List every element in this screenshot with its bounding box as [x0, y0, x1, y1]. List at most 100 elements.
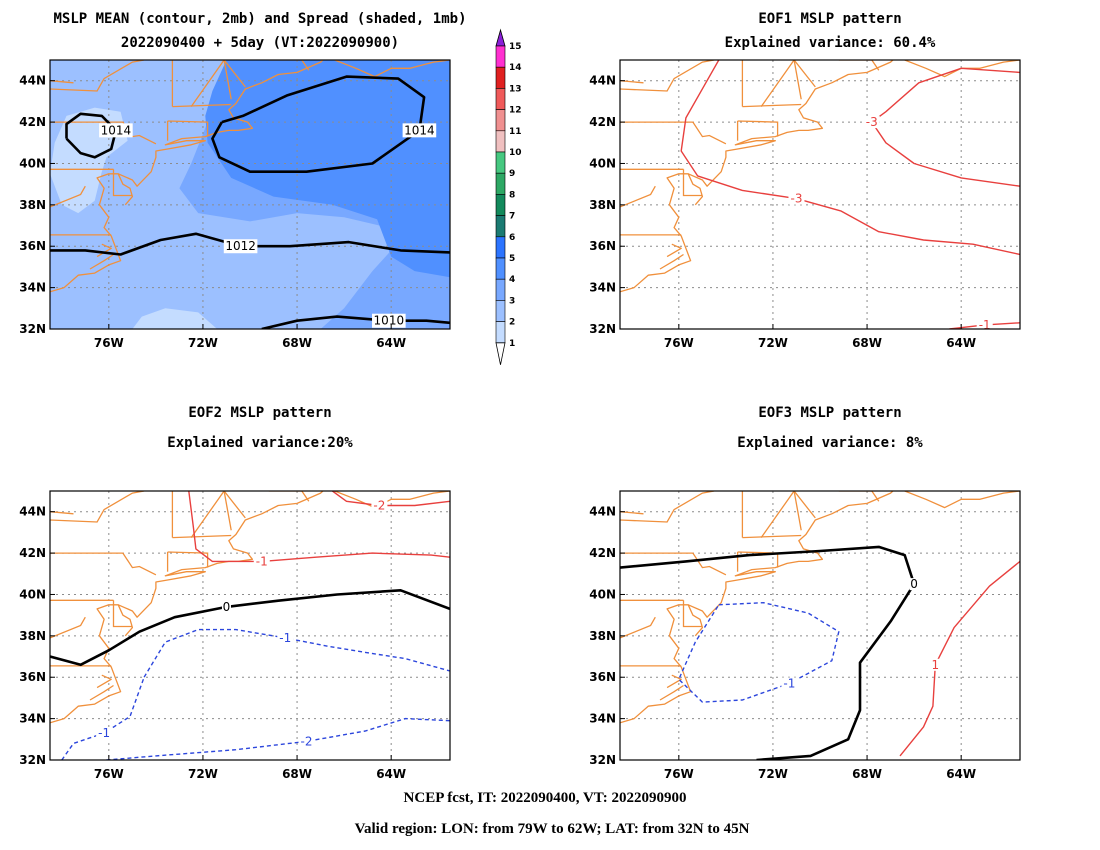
colorbar-segment: [495, 215, 506, 238]
x-tick-label: 76W: [664, 336, 694, 350]
colorbar-label: 8: [509, 190, 515, 200]
x-tick-label: 64W: [946, 336, 976, 350]
colorbar-segment: [495, 45, 506, 68]
y-tick-label: 34N: [589, 281, 616, 295]
state-border: [50, 552, 157, 576]
x-tick-label: 64W: [376, 336, 406, 350]
state-border: [223, 491, 246, 519]
x-tick-label: 72W: [758, 767, 788, 781]
state-border: [112, 600, 133, 628]
coastline: [620, 604, 704, 724]
y-tick-label: 38N: [19, 629, 46, 643]
state-border: [112, 169, 133, 197]
state-border: [223, 60, 246, 88]
contour-label: 1: [931, 658, 939, 672]
colorbar-label: 2: [509, 318, 515, 328]
state-border: [268, 491, 310, 502]
footer-forecast-info: NCEP fcst, IT: 2022090400, VT: 202209090…: [404, 790, 687, 806]
state-border: [682, 600, 703, 628]
coastline: [620, 173, 704, 293]
y-tick-label: 40N: [589, 587, 616, 601]
state-border: [620, 491, 715, 523]
y-tick-label: 34N: [19, 281, 46, 295]
coastline: [687, 60, 894, 187]
plot-background: [620, 60, 1020, 329]
coastline: [89, 684, 114, 701]
state-border: [190, 60, 225, 107]
y-tick-label: 40N: [589, 156, 616, 170]
colorbar-label: 9: [509, 169, 515, 179]
y-tick-label: 32N: [19, 322, 46, 336]
x-tick-label: 64W: [376, 767, 406, 781]
contour-label: 0: [910, 577, 918, 591]
state-border: [793, 60, 802, 100]
contour-label-bg: [372, 313, 406, 328]
x-tick-label: 72W: [188, 336, 218, 350]
state-border: [742, 103, 802, 108]
state-border: [737, 120, 779, 137]
plot-area: -3 -3 -1: [620, 60, 1020, 332]
contour-line: [50, 589, 450, 667]
colorbar-segment: [495, 88, 506, 110]
contour-label-bg: [96, 727, 113, 740]
contour-label-bg: [781, 677, 798, 690]
eof1-map: -3 -3 -1 76W 72W 68W 64W 32N 34N 36N 38N 40N 42N 44N: [589, 59, 1021, 350]
y-tick-label: 40N: [19, 587, 46, 601]
state-border: [172, 534, 232, 539]
state-border: [223, 491, 232, 531]
state-border: [190, 491, 225, 538]
coastline: [666, 674, 682, 689]
y-tick-label: 44N: [19, 74, 46, 88]
coastline: [50, 173, 134, 293]
spread-shading-2: [50, 60, 392, 329]
contour-label-bg: [99, 123, 133, 138]
plot-area: -2 -1 0 -1 -1 -2: [50, 491, 450, 760]
contour-label-bg: [371, 499, 388, 512]
contour-label: -2: [300, 734, 312, 748]
x-tick-label: 76W: [664, 767, 694, 781]
colorbar-extend-bottom: [495, 342, 506, 365]
eof3-map: 0 1 -1 76W 72W 68W 64W 32N 34N 36N 38N 40N 42N 44N: [589, 490, 1021, 781]
coastline: [659, 684, 684, 701]
state-border: [742, 534, 802, 539]
x-tick-label: 72W: [758, 336, 788, 350]
y-tick-label: 40N: [19, 156, 46, 170]
contour-line: [680, 60, 1020, 256]
state-border: [793, 60, 816, 88]
plot-background: [620, 491, 1020, 760]
colorbar-label: 14: [509, 63, 522, 73]
contour-label: -1: [783, 676, 795, 690]
plot-frame: [619, 59, 1021, 330]
y-tick-label: 42N: [589, 115, 616, 129]
plot-frame: [49, 59, 451, 330]
colorbar-label: 11: [509, 127, 522, 137]
contour-label: -1: [979, 318, 991, 332]
state-border: [620, 616, 656, 639]
colorbar-label: 6: [509, 233, 515, 243]
y-tick-label: 32N: [589, 322, 616, 336]
contour-label: 0: [223, 600, 231, 614]
coastline: [50, 604, 134, 724]
y-tick-label: 36N: [589, 239, 616, 253]
colorbar-label: 1: [509, 339, 515, 349]
spread-colorbar: 15 14 13 12 11 10 9 8 7 6 5 4 3 2 1: [495, 28, 522, 365]
plot-frame: [619, 490, 1021, 761]
coastline: [117, 491, 324, 618]
panel2-subtitle: Explained variance: 60.4%: [725, 35, 936, 51]
contour-label: -2: [373, 498, 385, 512]
panel3-title: EOF2 MSLP pattern: [188, 405, 331, 421]
colorbar-label: 13: [509, 84, 522, 94]
colorbar-segment: [495, 236, 506, 259]
contour-label: -3: [866, 115, 878, 129]
contour-label-bg: [788, 192, 805, 205]
contour-label-bg: [223, 239, 258, 254]
colorbar-label: 12: [509, 106, 522, 116]
contour-label-bg: [277, 631, 294, 644]
plot-area: 0 1 -1: [620, 491, 1020, 760]
contour-label-bg: [909, 578, 919, 591]
x-tick-label: 64W: [946, 767, 976, 781]
coastline: [666, 243, 682, 258]
state-border: [682, 169, 703, 197]
state-border: [167, 120, 209, 137]
colorbar-label: 15: [509, 42, 522, 52]
